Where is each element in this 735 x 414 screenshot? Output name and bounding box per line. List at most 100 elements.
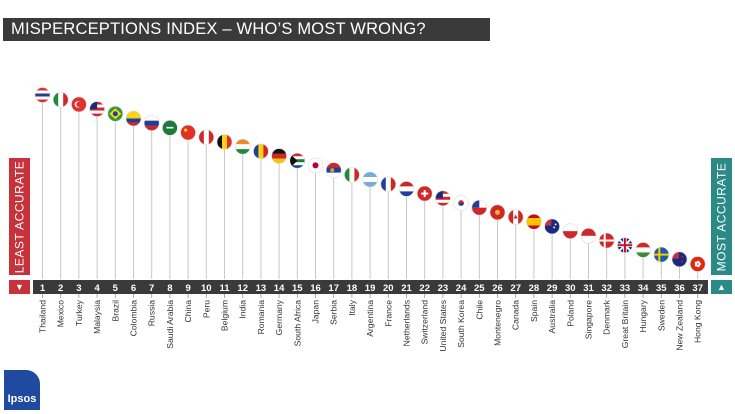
rank-number: 12: [237, 283, 248, 294]
country-label: Belgium: [220, 300, 230, 331]
rank-number: 36: [674, 283, 685, 294]
rank-number: 24: [456, 283, 467, 294]
flag-outline: [617, 237, 633, 254]
flag-outline: [398, 181, 415, 197]
flag-outline: [52, 91, 69, 108]
flag-icon: [126, 110, 141, 126]
rank-number: 14: [274, 283, 285, 294]
flag-icon: [107, 106, 123, 122]
flag-icon: [653, 247, 669, 263]
flag-outline: [416, 185, 433, 202]
flag-outline: [653, 246, 670, 263]
rank-number: 11: [219, 283, 230, 294]
flag-outline: [198, 129, 215, 146]
rank-number: 18: [347, 283, 358, 294]
flag-icon: [344, 167, 360, 183]
flag-icon: [217, 134, 232, 150]
country-label: Spain: [529, 300, 539, 322]
rank-number: 15: [292, 283, 303, 294]
flag-icon: [380, 176, 396, 192]
flag-outline: [89, 101, 105, 117]
flag-outline: [271, 148, 287, 164]
flag-outline: [344, 167, 360, 183]
rank-number: 32: [601, 283, 612, 294]
rank-number: 35: [656, 283, 667, 294]
rank-number: 1: [40, 283, 46, 294]
flag-icon: [690, 256, 706, 272]
rank-number: 28: [529, 283, 540, 294]
rank-number: 33: [620, 283, 631, 294]
flag-outline: [435, 190, 451, 207]
flag-icon: [162, 120, 178, 136]
country-label: Sweden: [656, 300, 666, 331]
country-label: Saudi Arabia: [165, 300, 175, 349]
rank-number: 26: [492, 283, 503, 294]
flag-icon: [198, 129, 214, 145]
flag-icon: [362, 172, 378, 187]
country-label: Argentina: [365, 300, 375, 337]
country-label: United States: [438, 300, 448, 352]
country-label: Italy: [347, 299, 357, 315]
flag-icon: [417, 186, 433, 202]
rank-number: 22: [419, 283, 430, 294]
flag-outline: [526, 213, 542, 230]
rank-number: 16: [310, 283, 321, 294]
country-label: Serbia: [329, 300, 339, 325]
flag-outline: [307, 157, 324, 174]
chart-title: MISPERCEPTIONS INDEX – WHO’S MOST WRONG?: [3, 18, 490, 41]
flag-icon: [399, 181, 414, 197]
flag-icon: [89, 101, 105, 117]
flag-icon: [581, 228, 596, 244]
flag-icon: [144, 115, 160, 131]
rank-number: 23: [438, 283, 449, 294]
country-label: Switzerland: [420, 300, 430, 345]
country-label: China: [183, 300, 193, 323]
flag-outline: [234, 138, 251, 155]
rank-number: 8: [167, 283, 172, 294]
country-label: South Korea: [456, 300, 466, 348]
flag-icon: [471, 200, 487, 216]
flag-icon: [271, 148, 287, 164]
flag-outline: [362, 171, 378, 188]
flag-icon: [635, 242, 651, 258]
flag-icon: [180, 125, 196, 141]
country-label: Montenegro: [493, 300, 503, 346]
flag-icon: [326, 162, 342, 178]
country-label: Brazil: [110, 300, 120, 322]
flag-outline: [180, 124, 196, 141]
country-label: Singapore: [584, 300, 594, 339]
rank-number: 21: [401, 283, 412, 294]
flag-icon: [71, 96, 87, 112]
flag-outline: [253, 143, 269, 160]
rank-number: 31: [583, 283, 594, 294]
rank-bar: [33, 280, 708, 294]
most-accurate-label: MOST ACCURATE: [711, 158, 732, 275]
flag-icon: [599, 233, 615, 249]
flag-outline: [453, 195, 469, 211]
flag-outline: [216, 134, 233, 150]
flag-outline: [325, 162, 342, 178]
flag-outline: [471, 199, 488, 216]
country-label: India: [238, 300, 248, 319]
country-label: Malaysia: [92, 300, 102, 334]
flag-icon: [562, 223, 578, 239]
country-label: Mexico: [56, 300, 66, 327]
rank-number: 27: [510, 283, 521, 294]
country-label: South Africa: [292, 300, 302, 347]
country-label: Great Britain: [620, 300, 630, 348]
flag-icon: [289, 153, 305, 169]
country-label: Colombia: [129, 300, 139, 337]
rank-number: 10: [201, 283, 212, 294]
country-label: Germany: [274, 299, 284, 335]
rank-number: 17: [328, 283, 339, 294]
up-arrow-icon: ▲: [711, 280, 732, 294]
country-label: Hong Kong: [693, 300, 703, 343]
flag-outline: [162, 120, 178, 136]
flag-outline: [671, 251, 688, 268]
flag-icon: [672, 251, 687, 267]
ipsos-logo: Ipsos: [4, 370, 40, 410]
rank-number: 37: [692, 283, 703, 294]
flag-outline: [107, 105, 124, 122]
country-label: Netherlands: [402, 300, 412, 346]
